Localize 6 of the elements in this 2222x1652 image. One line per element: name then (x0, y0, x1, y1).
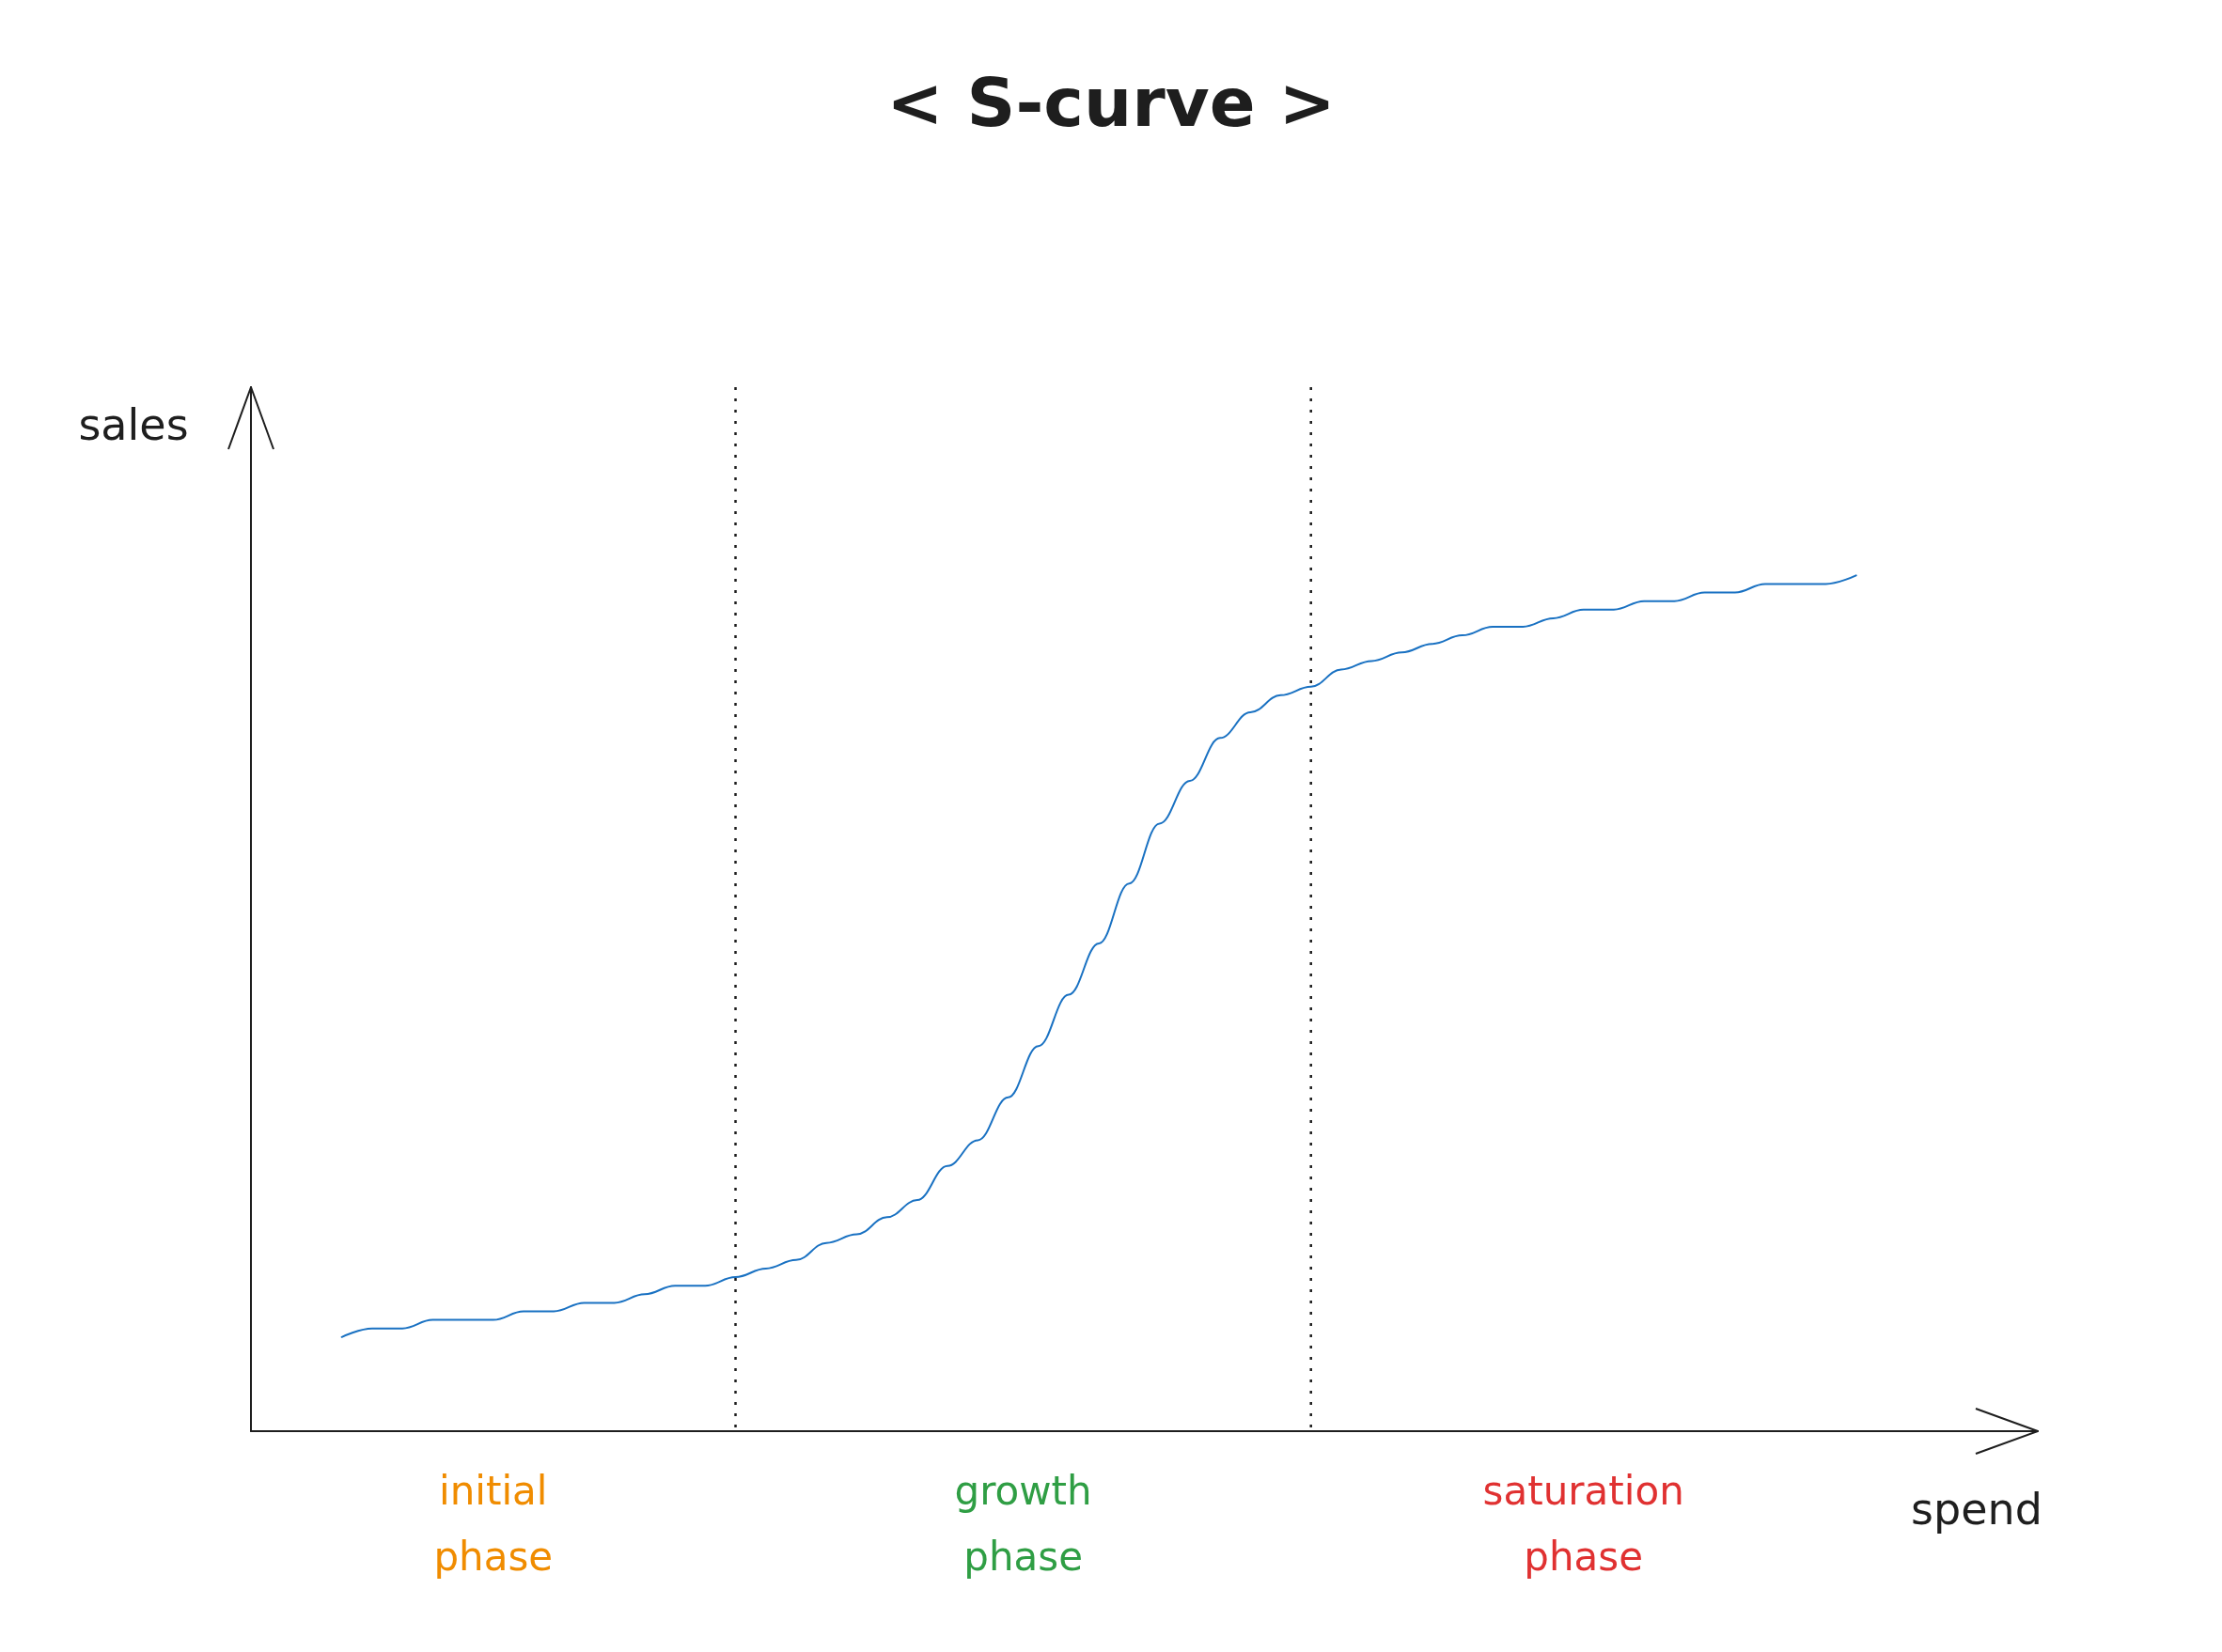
text: growth phase (954, 1467, 1092, 1580)
chart-title: < S-curve > (886, 63, 1336, 142)
x-axis-title: spend (1911, 1484, 2042, 1535)
text: saturation phase (1482, 1467, 1684, 1580)
y-axis-title: sales (78, 399, 189, 450)
text: initial phase (433, 1467, 554, 1580)
